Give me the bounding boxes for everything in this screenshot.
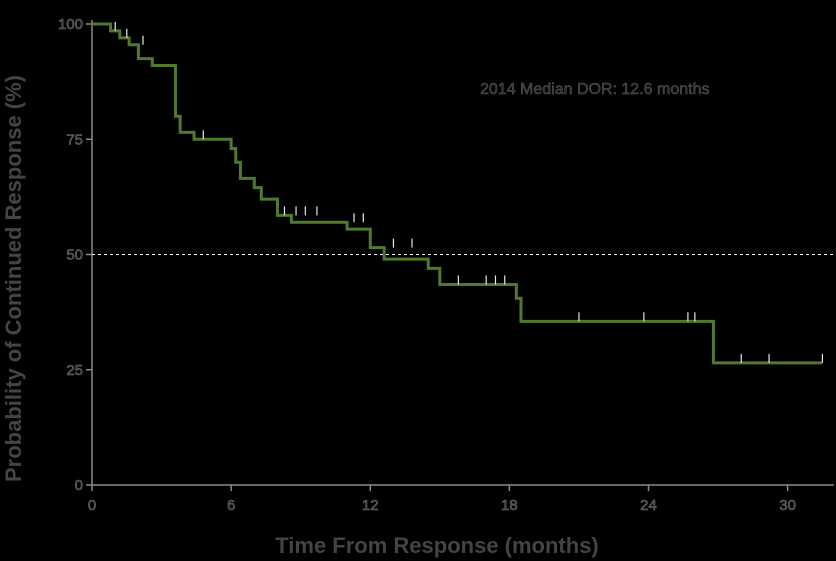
y-axis-title: Probability of Continued Response (%) xyxy=(1,75,26,482)
x-tick-label: 30 xyxy=(779,497,796,514)
y-ticks: 0 25 50 75 100 xyxy=(58,16,92,494)
x-tick-label: 6 xyxy=(227,497,235,514)
x-tick-label: 24 xyxy=(640,497,657,514)
x-tick-label: 18 xyxy=(501,497,518,514)
x-tick-label: 0 xyxy=(88,497,96,514)
y-tick-label: 75 xyxy=(66,131,83,148)
x-axis-title: Time From Response (months) xyxy=(275,533,599,558)
y-tick-label: 50 xyxy=(66,247,83,264)
axes xyxy=(91,20,834,486)
x-ticks: 0 6 12 18 24 30 xyxy=(88,485,796,514)
survival-curve xyxy=(92,22,823,365)
x-tick-label: 12 xyxy=(362,497,379,514)
y-tick-label: 25 xyxy=(66,362,83,379)
median-dor-annotation: 2014 Median DOR: 12.6 months xyxy=(480,81,709,98)
y-tick-label: 100 xyxy=(58,16,83,33)
y-tick-label: 0 xyxy=(75,477,83,494)
series-group xyxy=(92,21,824,365)
